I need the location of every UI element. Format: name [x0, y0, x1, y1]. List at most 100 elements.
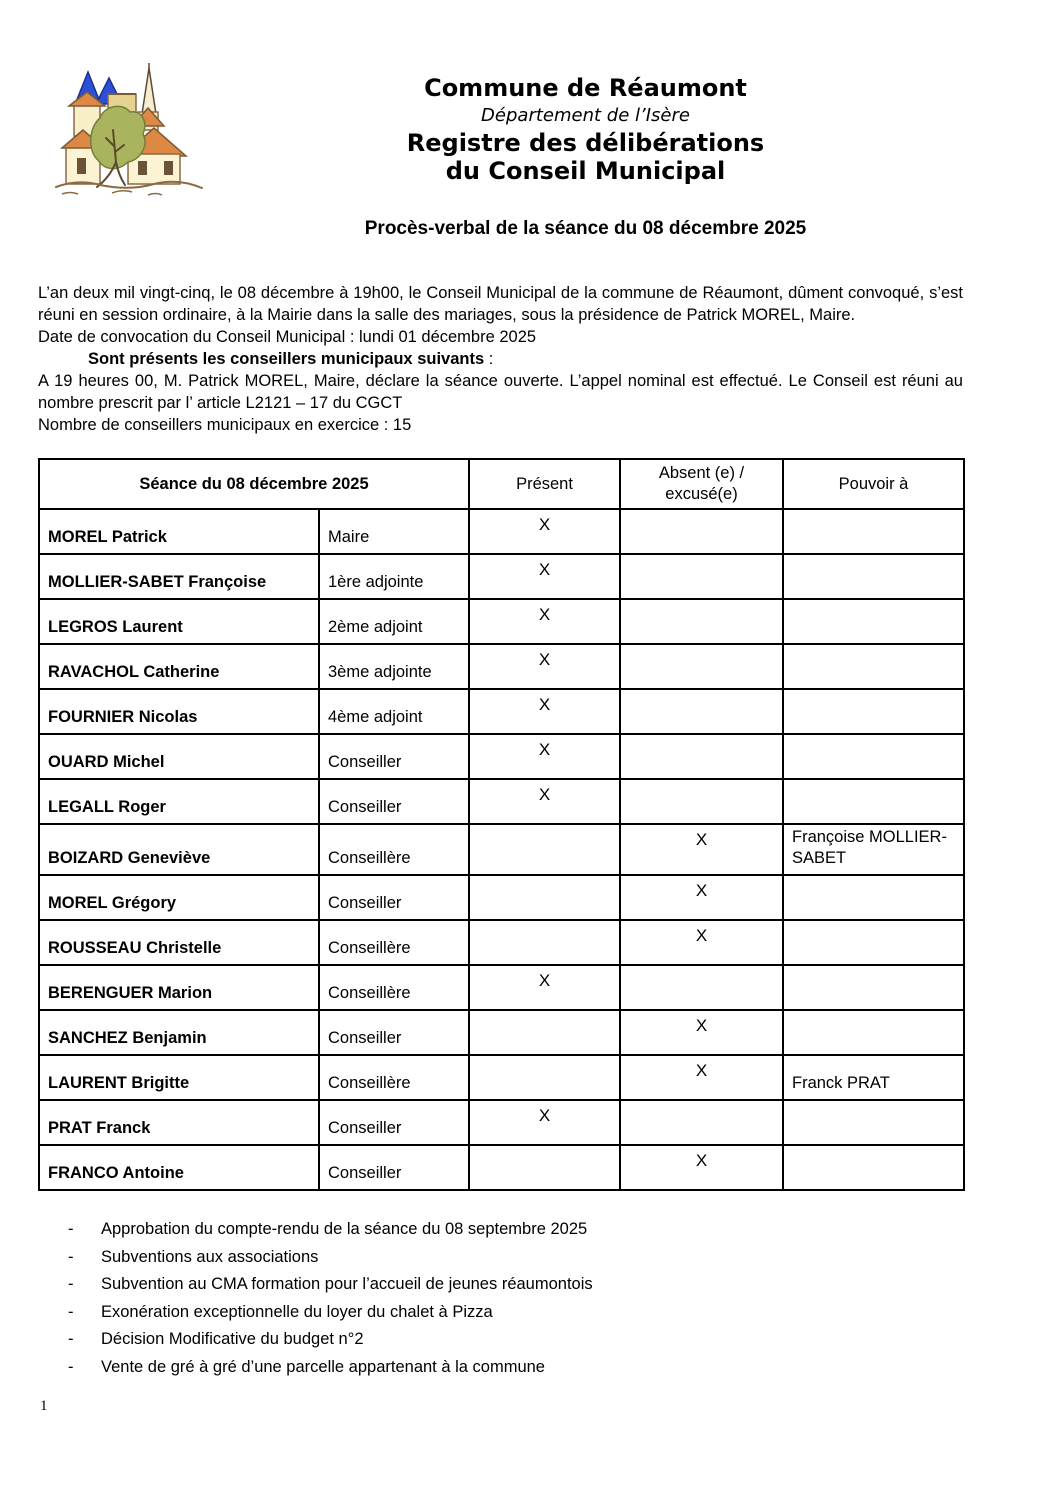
councillor-row: LEGALL Roger Conseiller X [38, 778, 965, 825]
absent-mark [619, 508, 784, 555]
agenda-item: - Approbation du compte-rendu de la séan… [38, 1216, 963, 1244]
present-mark: X [468, 1099, 621, 1146]
page-number: 1 [40, 1398, 48, 1414]
absent-mark: X [619, 1054, 784, 1101]
agenda-item-text: Approbation du compte-rendu de la séance… [101, 1220, 588, 1238]
councillor-name: SANCHEZ Benjamin [38, 1009, 320, 1056]
bullet-dash: - [68, 1220, 74, 1238]
councillor-role: Conseillère [318, 1054, 470, 1101]
attendance-table: Séance du 08 décembre 2025 Présent Absen… [38, 458, 965, 1191]
agenda-item: - Vente de gré à gré d’une parcelle appa… [38, 1354, 963, 1382]
absent-mark [619, 733, 784, 780]
agenda-item-text: Vente de gré à gré d’une parcelle appart… [101, 1357, 545, 1376]
agenda-item: - Subventions aux associations [38, 1244, 963, 1272]
councillor-role: Conseiller [318, 1144, 470, 1191]
present-mark [468, 1144, 621, 1191]
departement-subtitle: Département de l’Isère [481, 105, 690, 126]
councillor-role: 4ème adjoint [318, 688, 470, 735]
pouvoir-value [782, 553, 965, 600]
councillor-row: ROUSSEAU Christelle Conseillère X [38, 919, 965, 966]
header-seance: Séance du 08 décembre 2025 [38, 458, 470, 510]
councillor-row: FRANCO Antoine Conseiller X [38, 1144, 965, 1191]
present-mark: X [468, 598, 621, 645]
councillor-row: LAURENT Brigitte Conseillère X Franck PR… [38, 1054, 965, 1101]
pouvoir-value [782, 919, 965, 966]
bullet-dash: - [68, 1275, 74, 1293]
intro-paragraph: L’an deux mil vingt-cinq, le 08 décembre… [38, 284, 963, 324]
table-header-row: Séance du 08 décembre 2025 Présent Absen… [38, 458, 965, 510]
present-mark [468, 919, 621, 966]
absent-mark [619, 598, 784, 645]
councillor-row: RAVACHOL Catherine 3ème adjointe X [38, 643, 965, 690]
agenda-item-text: Subvention au CMA formation pour l’accue… [101, 1275, 593, 1293]
pouvoir-value [782, 874, 965, 921]
councillor-role: 3ème adjointe [318, 643, 470, 690]
agenda-item: - Exonération exceptionnelle du loyer du… [38, 1299, 963, 1327]
registre-title-line2: du Conseil Municipal [445, 157, 726, 185]
councillor-row: BOIZARD Geneviève Conseillère X François… [38, 823, 965, 876]
councillor-name: LAURENT Brigitte [38, 1054, 320, 1101]
present-mark [468, 823, 621, 876]
absent-mark [619, 778, 784, 825]
header-absent: Absent (e) / excusé(e) [619, 458, 784, 510]
document-body: L’an deux mil vingt-cinq, le 08 décembre… [38, 282, 965, 1382]
councillor-role: Conseillère [318, 964, 470, 1011]
councillor-name: PRAT Franck [38, 1099, 320, 1146]
absent-mark [619, 964, 784, 1011]
councillor-name: MOREL Patrick [38, 508, 320, 555]
councillor-role: Maire [318, 508, 470, 555]
present-mark [468, 1054, 621, 1101]
absent-mark: X [619, 1009, 784, 1056]
present-mark: X [468, 778, 621, 825]
councillor-row: FOURNIER Nicolas 4ème adjoint X [38, 688, 965, 735]
councillor-row: MOLLIER-SABET Françoise 1ère adjointe X [38, 553, 965, 600]
councillor-name: BOIZARD Geneviève [38, 823, 320, 876]
agenda-item: - Subvention au CMA formation pour l’acc… [38, 1271, 963, 1299]
councillor-name: FRANCO Antoine [38, 1144, 320, 1191]
councillor-role: Conseillère [318, 919, 470, 966]
agenda-item: - Décision Modificative du budget n°2 [38, 1326, 963, 1354]
present-mark [468, 874, 621, 921]
councillor-name: LEGALL Roger [38, 778, 320, 825]
presents-heading-bold: Sont présents les conseillers municipaux… [88, 350, 485, 368]
absent-mark: X [619, 874, 784, 921]
councillor-role: Conseiller [318, 1009, 470, 1056]
councillor-name: OUARD Michel [38, 733, 320, 780]
present-mark: X [468, 553, 621, 600]
councillor-row: OUARD Michel Conseiller X [38, 733, 965, 780]
absent-mark: X [619, 823, 784, 876]
councillor-name: BERENGUER Marion [38, 964, 320, 1011]
absent-mark [619, 643, 784, 690]
present-mark: X [468, 688, 621, 735]
presents-heading-colon: : [484, 350, 494, 368]
pouvoir-value: Françoise MOLLIER-SABET [782, 823, 965, 876]
pouvoir-value [782, 1144, 965, 1191]
proces-verbal-title: Procès-verbal de la séance du 08 décembr… [364, 218, 807, 239]
absent-mark: X [619, 1144, 784, 1191]
present-mark: X [468, 643, 621, 690]
commune-title: Commune de Réaumont [424, 74, 747, 102]
pouvoir-value: Franck PRAT [782, 1054, 965, 1101]
pouvoir-value [782, 643, 965, 690]
pouvoir-value [782, 1099, 965, 1146]
agenda-item-text: Exonération exceptionnelle du loyer du c… [101, 1302, 493, 1321]
councillor-row: LEGROS Laurent 2ème adjoint X [38, 598, 965, 645]
absent-mark [619, 553, 784, 600]
convocation-date-line: Date de convocation du Conseil Municipal… [38, 328, 537, 346]
councillor-name: ROUSSEAU Christelle [38, 919, 320, 966]
pouvoir-value [782, 964, 965, 1011]
present-mark: X [468, 508, 621, 555]
absent-mark: X [619, 919, 784, 966]
village-watercolor-icon [55, 63, 203, 196]
header-pouvoir: Pouvoir à [782, 458, 965, 510]
councillor-role: Conseiller [318, 733, 470, 780]
bullet-dash: - [68, 1330, 74, 1348]
councillor-role: 1ère adjointe [318, 553, 470, 600]
pouvoir-value [782, 508, 965, 555]
present-mark: X [468, 733, 621, 780]
document-header: Commune de Réaumont Département de l’Isè… [208, 74, 963, 240]
councillor-row: SANCHEZ Benjamin Conseiller X [38, 1009, 965, 1056]
councillor-role: Conseillère [318, 823, 470, 876]
councillor-row: MOREL Grégory Conseiller X [38, 874, 965, 921]
